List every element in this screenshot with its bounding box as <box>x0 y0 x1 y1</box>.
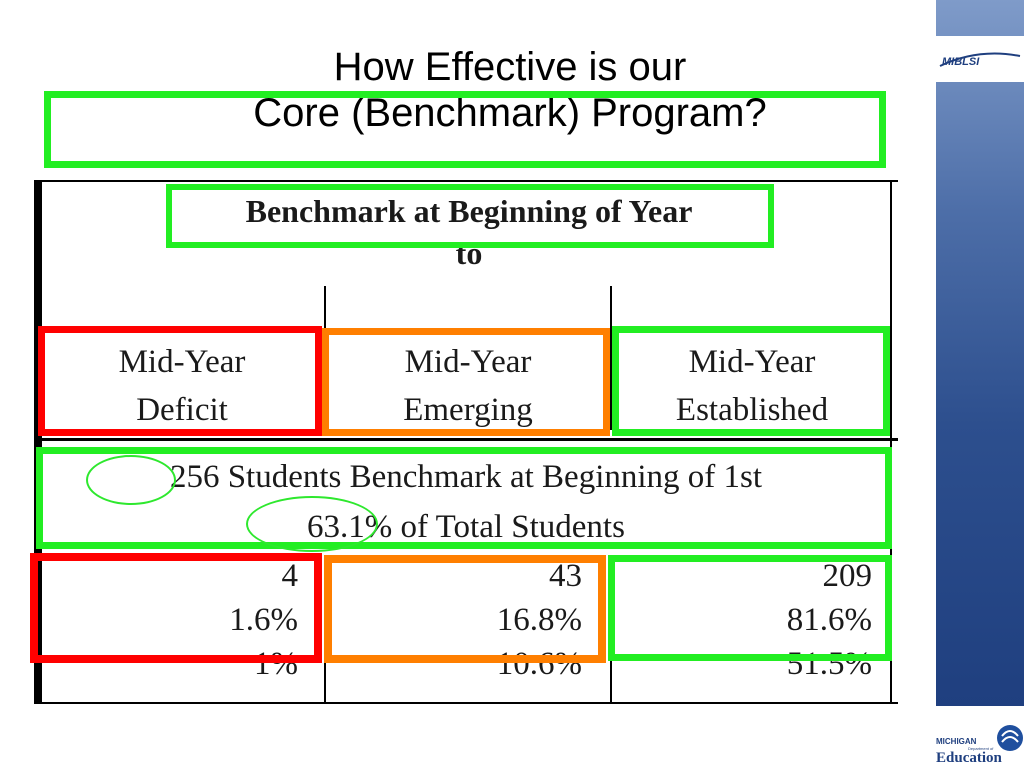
summary-line-1-text: Students Benchmark at Beginning of 1st <box>219 459 763 495</box>
column-header-emerging-line-1: Mid-Year <box>404 344 532 380</box>
established-count: 209 <box>822 558 873 594</box>
emerging-comparison: 10.6% <box>496 646 582 682</box>
deficit-percent: 1.6% <box>229 602 298 638</box>
logo-education-text: Education <box>936 750 1003 766</box>
miblsi-logo: MIBLSI <box>939 52 1021 68</box>
header-highlight-box <box>166 184 774 248</box>
summary-highlight-box <box>36 447 892 549</box>
deficit-header-box <box>38 326 322 436</box>
deficit-values: 4 1.6% 1% <box>42 554 298 686</box>
column-divider-2a <box>610 286 612 430</box>
miblsi-logo-text: MIBLSI <box>942 56 980 68</box>
summary-line-2-text: of Total Students <box>392 509 625 545</box>
emerging-percent: 16.8% <box>496 602 582 638</box>
deficit-values-box <box>30 553 322 663</box>
established-header-box <box>612 326 890 436</box>
established-values: 209 81.6% 51.5% <box>612 554 872 686</box>
benchmark-table: Benchmark at Beginning of Year to Mid-Ye… <box>34 180 898 704</box>
table-divider-1 <box>34 438 898 441</box>
column-header-deficit-line-1: Mid-Year <box>118 344 246 380</box>
emerging-values: 43 16.8% 10.6% <box>326 554 582 686</box>
column-header-established-line-2: Established <box>675 392 829 428</box>
count-circle <box>86 455 176 505</box>
slide-title: How Effective is our Core (Benchmark) Pr… <box>40 44 980 136</box>
column-header-emerging-line-2: Emerging <box>403 392 533 428</box>
deficit-count: 4 <box>281 558 299 594</box>
michigan-education-logo: MICHIGAN Department of Education <box>936 725 1023 766</box>
established-values-box <box>608 555 892 661</box>
logo-department-text: Department of <box>968 746 994 751</box>
sidebar-band <box>936 0 1024 706</box>
title-line-2: Core (Benchmark) Program? <box>253 91 767 135</box>
logo-michigan-text: MICHIGAN <box>936 737 977 746</box>
summary-count: 256 <box>169 459 220 495</box>
deficit-comparison: 1% <box>254 646 298 682</box>
emerging-values-box <box>324 555 606 663</box>
table-top-border <box>34 180 898 182</box>
emerging-header-box <box>322 328 610 436</box>
summary-row: 256 Students Benchmark at Beginning of 1… <box>42 452 890 552</box>
percent-circle <box>246 496 378 552</box>
emerging-count: 43 <box>549 558 582 594</box>
title-line-1: How Effective is our <box>333 45 687 89</box>
table-header-line-2: to <box>455 235 483 271</box>
table-bottom-border <box>34 702 898 704</box>
column-header-established: Mid-Year Established <box>612 338 892 434</box>
column-header-deficit: Mid-Year Deficit <box>40 338 324 434</box>
summary-line-1: 256 Students Benchmark at Beginning of 1… <box>42 452 890 502</box>
title-highlight-box <box>44 91 886 168</box>
established-comparison: 51.5% <box>786 646 872 682</box>
brand-band <box>936 36 1024 82</box>
column-header-deficit-line-2: Deficit <box>136 392 228 428</box>
table-left-border <box>34 180 42 704</box>
column-header-emerging: Mid-Year Emerging <box>326 338 610 434</box>
table-header: Benchmark at Beginning of Year to <box>174 190 764 274</box>
table-right-border <box>890 180 892 704</box>
table-header-line-1: Benchmark at Beginning of Year <box>245 193 693 229</box>
column-header-established-line-1: Mid-Year <box>688 344 816 380</box>
established-percent: 81.6% <box>786 602 872 638</box>
